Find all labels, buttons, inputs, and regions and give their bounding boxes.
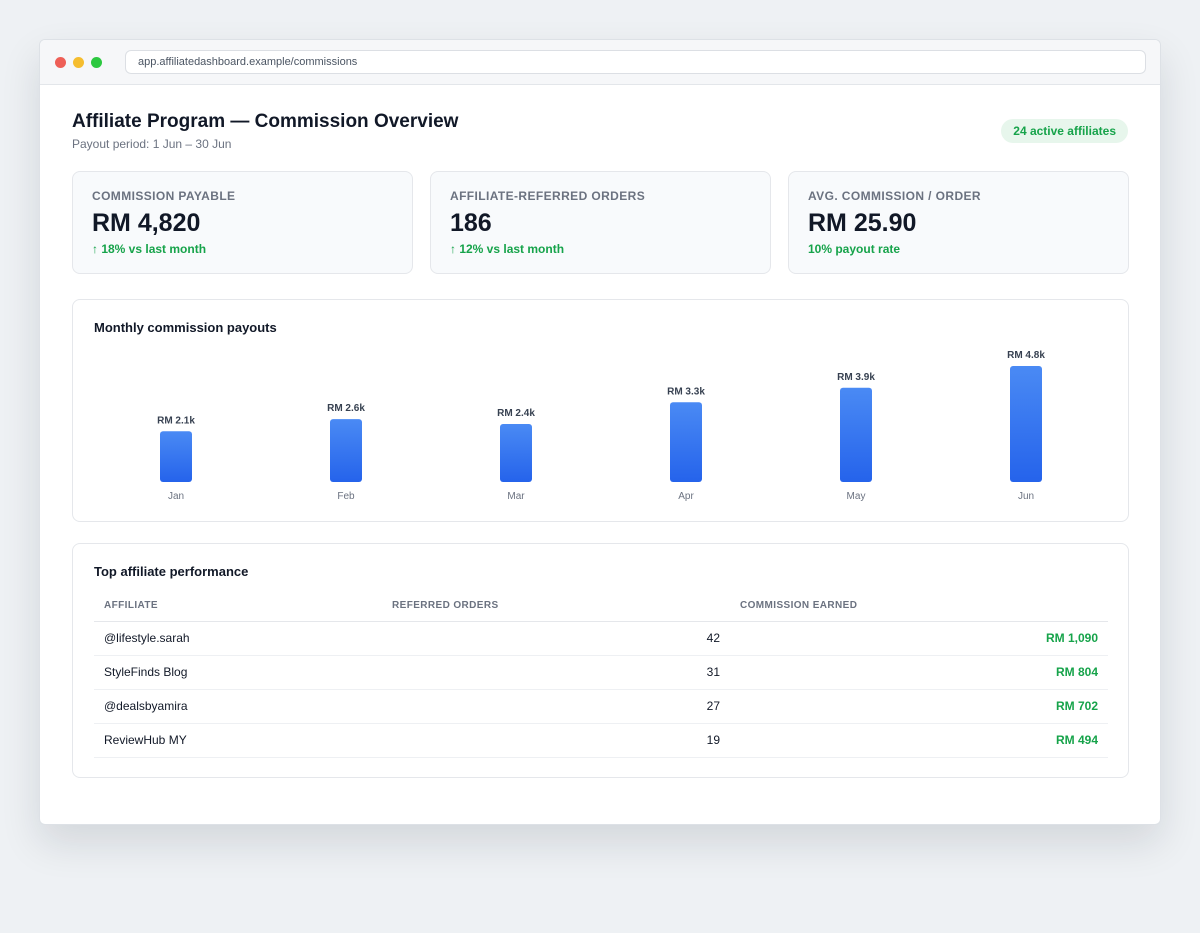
stat-value: RM 4,820	[92, 209, 201, 237]
chart-title: Monthly commission payouts	[94, 320, 277, 335]
commission-earned: RM 702	[730, 689, 1108, 724]
column-header-commission-earned[interactable]: COMMISSION EARNED	[730, 591, 1108, 622]
stat-value: RM 25.90	[808, 209, 917, 237]
maximize-window-button[interactable]	[91, 57, 102, 68]
referred-orders: 31	[382, 655, 730, 690]
x-tick-label: Jun	[1018, 491, 1034, 502]
stat-card-referred-orders: AFFILIATE-REFERRED ORDERS 186 ↑ 12% vs l…	[430, 171, 771, 274]
column-header-affiliate[interactable]: AFFILIATE	[94, 591, 382, 622]
stat-label: AFFILIATE-REFERRED ORDERS	[450, 189, 646, 203]
bar-value-label: RM 2.4k	[497, 408, 535, 419]
browser-titlebar: app.affiliatedashboard.example/commissio…	[40, 40, 1160, 85]
x-tick-label: Feb	[337, 491, 355, 502]
bar-feb[interactable]	[330, 419, 362, 482]
referred-orders: 19	[382, 723, 730, 758]
commission-earned: RM 494	[730, 723, 1108, 758]
bar-value-label: RM 2.1k	[157, 415, 195, 426]
affiliate-name: @dealsbyamira	[94, 689, 382, 724]
bar-may[interactable]	[840, 387, 872, 482]
active-affiliates-badge: 24 active affiliates	[1001, 119, 1128, 143]
bar-value-label: RM 4.8k	[1007, 350, 1045, 361]
table-title: Top affiliate performance	[94, 564, 249, 579]
table-header-row: AFFILIATE REFERRED ORDERS COMMISSION EAR…	[94, 591, 1108, 622]
minimize-window-button[interactable]	[73, 57, 84, 68]
table-row[interactable]: StyleFinds Blog 31 RM 804	[94, 655, 1108, 690]
payout-period: Payout period: 1 Jun – 30 Jun	[72, 137, 232, 151]
browser-window: app.affiliatedashboard.example/commissio…	[39, 39, 1161, 825]
referred-orders: 27	[382, 689, 730, 724]
referred-orders: 42	[382, 621, 730, 656]
page-title: Affiliate Program — Commission Overview	[72, 111, 459, 132]
bar-value-label: RM 2.6k	[327, 403, 365, 414]
commission-earned: RM 1,090	[730, 621, 1108, 656]
x-tick-label: Jan	[168, 491, 184, 502]
stat-card-avg-commission: AVG. COMMISSION / ORDER RM 25.90 10% pay…	[788, 171, 1129, 274]
stat-label: AVG. COMMISSION / ORDER	[808, 189, 981, 203]
stat-delta: ↑ 18% vs last month	[92, 242, 207, 256]
table-row[interactable]: @lifestyle.sarah 42 RM 1,090	[94, 621, 1108, 656]
stat-card-commission-payable: COMMISSION PAYABLE RM 4,820 ↑ 18% vs las…	[72, 171, 413, 274]
affiliate-name: StyleFinds Blog	[94, 655, 382, 690]
top-affiliates-card: Top affiliate performance AFFILIATE REFE…	[72, 543, 1129, 778]
bar-value-label: RM 3.3k	[667, 386, 705, 397]
affiliate-name: @lifestyle.sarah	[94, 621, 382, 656]
column-header-referred-orders[interactable]: REFERRED ORDERS	[382, 591, 730, 622]
table-row[interactable]: ReviewHub MY 19 RM 494	[94, 723, 1108, 758]
monthly-payouts-card: Monthly commission payouts RM 2.1k Jan RM …	[72, 299, 1129, 522]
table-row[interactable]: @dealsbyamira 27 RM 702	[94, 689, 1108, 724]
bar-apr[interactable]	[670, 402, 702, 482]
stat-value: 186	[450, 209, 492, 237]
affiliate-table: AFFILIATE REFERRED ORDERS COMMISSION EAR…	[94, 591, 1108, 758]
bar-value-label: RM 3.9k	[837, 372, 875, 383]
bar-jan[interactable]	[160, 431, 192, 482]
bar-mar[interactable]	[500, 424, 532, 482]
close-window-button[interactable]	[55, 57, 66, 68]
stat-label: COMMISSION PAYABLE	[92, 189, 236, 203]
stat-delta: 10% payout rate	[808, 242, 901, 256]
affiliate-name: ReviewHub MY	[94, 723, 382, 758]
address-bar[interactable]: app.affiliatedashboard.example/commissio…	[125, 50, 1146, 74]
bar-jun[interactable]	[1010, 366, 1042, 482]
x-tick-label: May	[847, 491, 866, 502]
commission-earned: RM 804	[730, 655, 1108, 690]
stat-delta: ↑ 12% vs last month	[450, 242, 565, 256]
x-tick-label: Apr	[678, 491, 694, 502]
x-tick-label: Mar	[507, 491, 525, 502]
monthly-payouts-chart: RM 2.1k Jan RM 2.6k Feb RM 2.4k Mar RM 3.3k Apr…	[157, 350, 1045, 502]
